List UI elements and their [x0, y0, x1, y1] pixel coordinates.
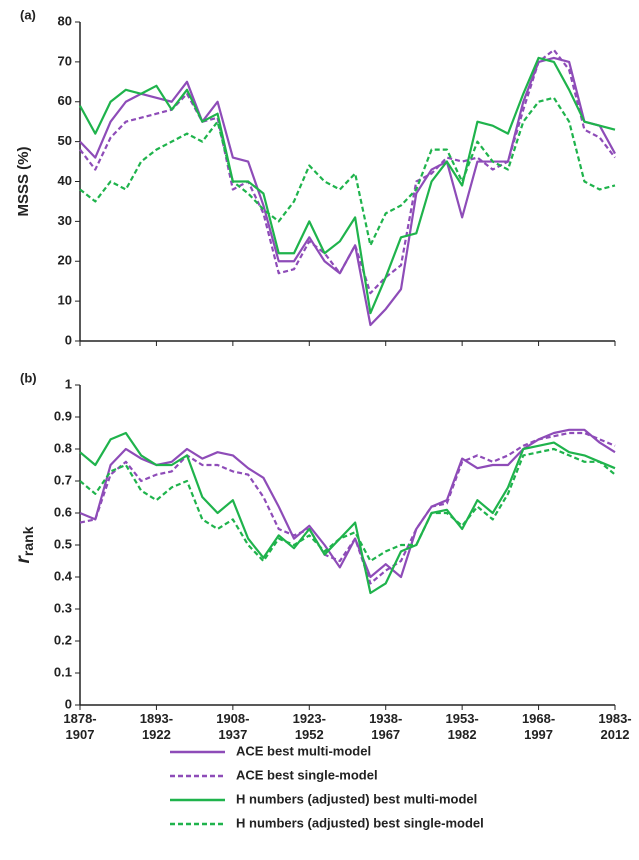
legend-label: ACE best single-model: [236, 767, 378, 782]
legend-label: ACE best multi-model: [236, 743, 371, 758]
y-label-sub: rank: [20, 526, 36, 556]
y-tick-label: 70: [58, 53, 72, 68]
y-tick-label: 0.6: [54, 504, 72, 519]
y-tick-label: 0.7: [54, 472, 72, 487]
series-line: [79, 428, 616, 579]
x-tick-label: 1983- 2012: [598, 711, 632, 742]
y-tick-label: 1: [65, 376, 72, 391]
x-tick-label: 1968- 1997: [521, 711, 556, 742]
y-tick-label: 0.5: [54, 536, 72, 551]
y-tick-label: 0.1: [54, 664, 72, 679]
y-tick-label: 10: [58, 293, 72, 308]
y-tick-label: 80: [58, 13, 72, 28]
y-tick-label: 0.8: [54, 440, 72, 455]
y-tick-label: 50: [58, 133, 72, 148]
y-tick-label: 0.4: [54, 568, 73, 583]
x-tick-label: 1878- 1907: [63, 711, 97, 742]
panel-label: (b): [20, 370, 37, 385]
series-line: [79, 431, 616, 585]
panel-label: (a): [20, 7, 36, 22]
y-tick-label: 0.2: [54, 632, 72, 647]
x-tick-label: 1893- 1922: [139, 711, 174, 742]
y-label-main: MSSS (%): [15, 146, 32, 216]
legend-label: H numbers (adjusted) best multi-model: [236, 791, 477, 806]
x-tick-label: 1938- 1967: [369, 711, 403, 742]
y-tick-label: 60: [58, 93, 72, 108]
series-line: [79, 48, 616, 295]
series-line: [79, 56, 616, 327]
legend-label: H numbers (adjusted) best single-model: [236, 815, 484, 830]
x-tick-label: 1908- 1937: [216, 711, 250, 742]
y-tick-label: 0.9: [54, 408, 72, 423]
series-line: [79, 447, 616, 563]
y-axis-label: rrank: [13, 526, 36, 563]
series-line: [79, 431, 616, 595]
x-tick-label: 1923- 1952: [292, 711, 326, 742]
x-tick-label: 1953- 1982: [445, 711, 479, 742]
y-tick-label: 0.3: [54, 600, 72, 615]
y-tick-label: 30: [58, 213, 72, 228]
y-axis-label: MSSS (%): [15, 146, 32, 216]
y-label-main: r: [13, 554, 34, 563]
y-tick-label: 0: [65, 332, 72, 347]
series-line: [79, 96, 616, 247]
y-tick-label: 0: [65, 696, 72, 711]
y-tick-label: 40: [58, 173, 72, 188]
series-line: [79, 56, 616, 315]
y-tick-label: 20: [58, 253, 72, 268]
